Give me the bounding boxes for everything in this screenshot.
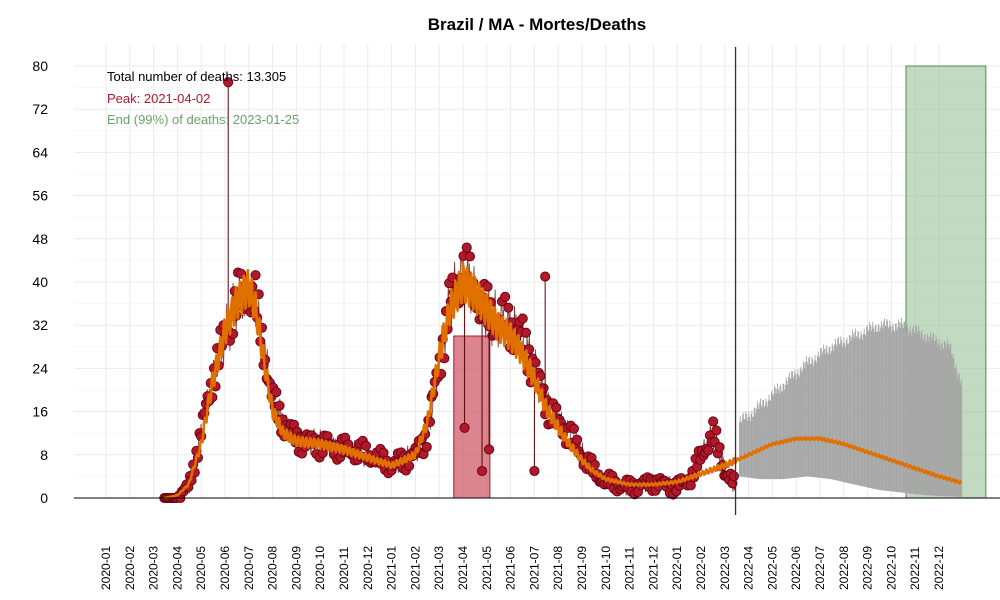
x-tick-label-0: 2020-01 — [99, 546, 113, 590]
x-tick-label-9: 2020-10 — [313, 546, 327, 590]
x-tick-label-28: 2022-05 — [765, 546, 779, 590]
y-tick-label-5: 40 — [32, 274, 48, 290]
x-tick-label-5: 2020-06 — [218, 546, 232, 590]
annotation-peak: Peak: 2021-04-02 — [107, 91, 210, 106]
x-tick-label-29: 2022-06 — [789, 546, 803, 590]
x-tick-label-15: 2021-04 — [456, 546, 470, 590]
x-tick-label-24: 2022-01 — [670, 546, 684, 590]
data-point-258 — [572, 434, 583, 445]
data-point-189 — [461, 242, 472, 253]
y-tick-label-3: 24 — [32, 360, 48, 376]
annotation-total: Total number of deaths: 13.305 — [107, 69, 286, 84]
x-tick-label-13: 2021-02 — [408, 546, 422, 590]
data-point-215 — [503, 302, 514, 313]
x-tick-label-2: 2020-03 — [147, 546, 161, 590]
data-point-340 — [703, 445, 714, 456]
x-tick-label-8: 2020-09 — [289, 546, 303, 590]
x-tick-label-6: 2020-07 — [242, 546, 256, 590]
x-tick-label-31: 2022-08 — [837, 546, 851, 590]
y-tick-label-7: 56 — [32, 188, 48, 204]
x-tick-label-12: 2021-01 — [385, 546, 399, 590]
data-point-72 — [274, 400, 285, 411]
outlier-point-3 — [484, 444, 495, 455]
data-point-224 — [517, 313, 528, 324]
y-tick-label-1: 8 — [40, 447, 48, 463]
data-point-213 — [500, 291, 511, 302]
x-tick-label-26: 2022-03 — [718, 546, 732, 590]
x-tick-label-25: 2022-02 — [694, 546, 708, 590]
data-point-164 — [421, 441, 432, 453]
data-point-347 — [714, 442, 725, 453]
data-point-226 — [520, 327, 531, 338]
y-tick-label-0: 0 — [40, 490, 48, 506]
x-tick-label-32: 2022-09 — [861, 546, 875, 590]
x-tick-label-16: 2021-05 — [480, 546, 494, 590]
outlier-point-2 — [476, 465, 488, 477]
y-tick-label-2: 16 — [32, 404, 48, 420]
x-tick-label-11: 2020-12 — [361, 546, 375, 590]
outlier-point-0 — [223, 77, 234, 88]
data-point-126 — [360, 440, 371, 451]
y-tick-label-4: 32 — [32, 317, 48, 333]
x-tick-label-3: 2020-04 — [170, 546, 184, 590]
y-tick-label-10: 80 — [32, 58, 48, 74]
x-tick-label-17: 2021-06 — [504, 546, 518, 590]
x-tick-labels: 2020-01 2020-02 2020-03 2020-04 2020-05 2020-… — [99, 546, 946, 590]
x-tick-label-1: 2020-02 — [123, 546, 137, 590]
fit-curve-line — [163, 262, 962, 500]
outlier-point-5 — [529, 465, 540, 477]
x-tick-label-20: 2021-09 — [575, 546, 589, 590]
x-tick-label-18: 2021-07 — [527, 546, 541, 590]
x-tick-label-22: 2021-11 — [623, 547, 637, 590]
data-point-191 — [464, 251, 475, 262]
x-tick-label-19: 2021-08 — [551, 546, 565, 590]
data-point-356 — [728, 471, 739, 482]
data-point-232 — [530, 357, 541, 368]
chart-title: Brazil / MA - Mortes/Deaths — [428, 15, 647, 34]
data-point-343 — [708, 416, 719, 427]
x-tick-label-7: 2020-08 — [266, 546, 280, 590]
x-tick-label-30: 2022-07 — [813, 546, 827, 590]
x-tick-label-4: 2020-05 — [194, 546, 208, 590]
data-point-153 — [404, 460, 415, 472]
x-tick-label-33: 2022-10 — [884, 546, 898, 590]
annotation-end: End (99%) of deaths: 2023-01-25 — [107, 112, 299, 127]
x-tick-label-10: 2020-11 — [337, 547, 351, 590]
fit-curve — [163, 262, 962, 500]
x-tick-label-14: 2021-03 — [432, 546, 446, 590]
data-point-256 — [568, 423, 579, 434]
data-point-202 — [482, 281, 493, 292]
x-tick-label-21: 2021-10 — [599, 546, 613, 590]
x-tick-label-23: 2021-12 — [646, 546, 660, 590]
data-point-245 — [551, 402, 562, 413]
y-tick-labels: 0 8 16 24 32 40 48 56 64 72 80 — [32, 58, 48, 506]
x-tick-label-34: 2022-11 — [908, 547, 922, 590]
data-point-345 — [711, 425, 722, 436]
y-tick-label-9: 72 — [32, 101, 48, 117]
x-tick-label-35: 2022-12 — [932, 546, 946, 590]
x-tick-label-27: 2022-04 — [742, 546, 756, 590]
axes — [74, 47, 1000, 515]
data-point-70 — [271, 387, 282, 398]
outlier-point-4 — [540, 271, 551, 282]
y-tick-label-6: 48 — [32, 231, 48, 247]
y-tick-label-8: 64 — [32, 144, 48, 160]
outlier-point-1 — [459, 422, 470, 433]
data-point-57 — [250, 270, 261, 281]
